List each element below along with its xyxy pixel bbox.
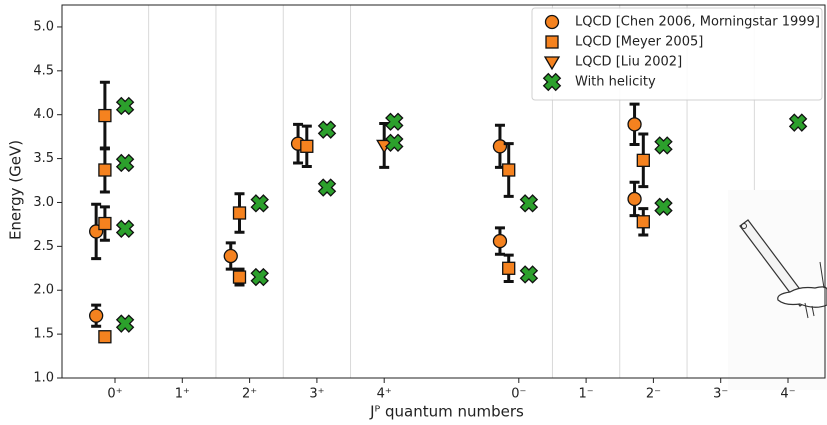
- marker: [627, 191, 642, 207]
- marker: [89, 308, 104, 323]
- legend-label: LQCD [Meyer 2005]: [575, 35, 703, 50]
- marker: [300, 139, 314, 153]
- x-tick-label: 1⁻: [579, 387, 594, 402]
- marker: [636, 153, 650, 167]
- marker: [98, 163, 112, 177]
- y-tick-label: 3.0: [33, 195, 54, 210]
- marker: [502, 261, 516, 275]
- legend: LQCD [Chen 2006, Morningstar 1999] LQCD […: [531, 7, 823, 101]
- sketch: [728, 190, 827, 390]
- marker: [492, 233, 508, 249]
- x-tick-label: 3⁺: [309, 387, 324, 402]
- marker: [492, 139, 508, 154]
- x-tick-label: 2⁺: [242, 387, 257, 402]
- marker: [788, 113, 808, 132]
- marker: [502, 163, 516, 177]
- marker: [627, 117, 642, 132]
- y-tick-label: 2.5: [33, 239, 54, 254]
- marker: [115, 219, 135, 239]
- x-tick-label: 3⁻: [713, 387, 728, 402]
- x-tick-label: 0⁺: [107, 387, 122, 402]
- y-tick-label: 5.0: [33, 19, 54, 34]
- legend-box: [531, 7, 823, 101]
- x-axis-label: Jᴾ quantum numbers: [369, 403, 524, 421]
- marker: [115, 153, 135, 173]
- y-axis-label: Energy (GeV): [7, 140, 25, 240]
- marker: [654, 197, 673, 217]
- marker: [519, 194, 539, 213]
- y-tick-label: 1.5: [33, 327, 54, 342]
- series: [115, 96, 808, 333]
- marker: [115, 96, 135, 116]
- marker: [223, 248, 238, 264]
- marker: [545, 35, 559, 49]
- plot-frame: [61, 4, 826, 379]
- marker: [98, 216, 112, 231]
- marker: [250, 267, 269, 287]
- x-tick-label: 4⁻: [780, 387, 795, 402]
- series: [98, 80, 650, 344]
- marker: [232, 206, 247, 220]
- marker: [232, 270, 247, 284]
- marker: [385, 133, 404, 153]
- marker: [519, 265, 539, 284]
- y-tick-label: 4.5: [33, 63, 54, 78]
- y-tick-label: 3.5: [33, 151, 54, 166]
- legend-label: With helicity: [575, 75, 656, 90]
- marker: [317, 120, 337, 139]
- x-tick-label: 0⁻: [511, 387, 526, 402]
- marker: [654, 136, 673, 155]
- marker: [98, 108, 112, 123]
- marker: [636, 215, 650, 229]
- y-tick-label: 1.0: [33, 371, 54, 386]
- x-tick-label: 2⁻: [646, 387, 661, 402]
- marker: [542, 72, 562, 92]
- series: [89, 102, 642, 328]
- marker: [98, 330, 112, 344]
- y-tick-label: 2.0: [33, 283, 54, 298]
- marker: [250, 194, 269, 213]
- x-tick-label: 4⁺: [377, 387, 392, 402]
- x-tick-label: 1⁺: [175, 387, 190, 402]
- legend-label: LQCD [Liu 2002]: [575, 55, 682, 70]
- marker: [115, 314, 135, 333]
- marker: [385, 112, 404, 131]
- legend-label: LQCD [Chen 2006, Morningstar 1999]: [575, 15, 820, 30]
- marker: [544, 14, 560, 30]
- marker: [543, 56, 561, 71]
- marker: [317, 178, 337, 197]
- y-tick-label: 4.0: [33, 107, 54, 122]
